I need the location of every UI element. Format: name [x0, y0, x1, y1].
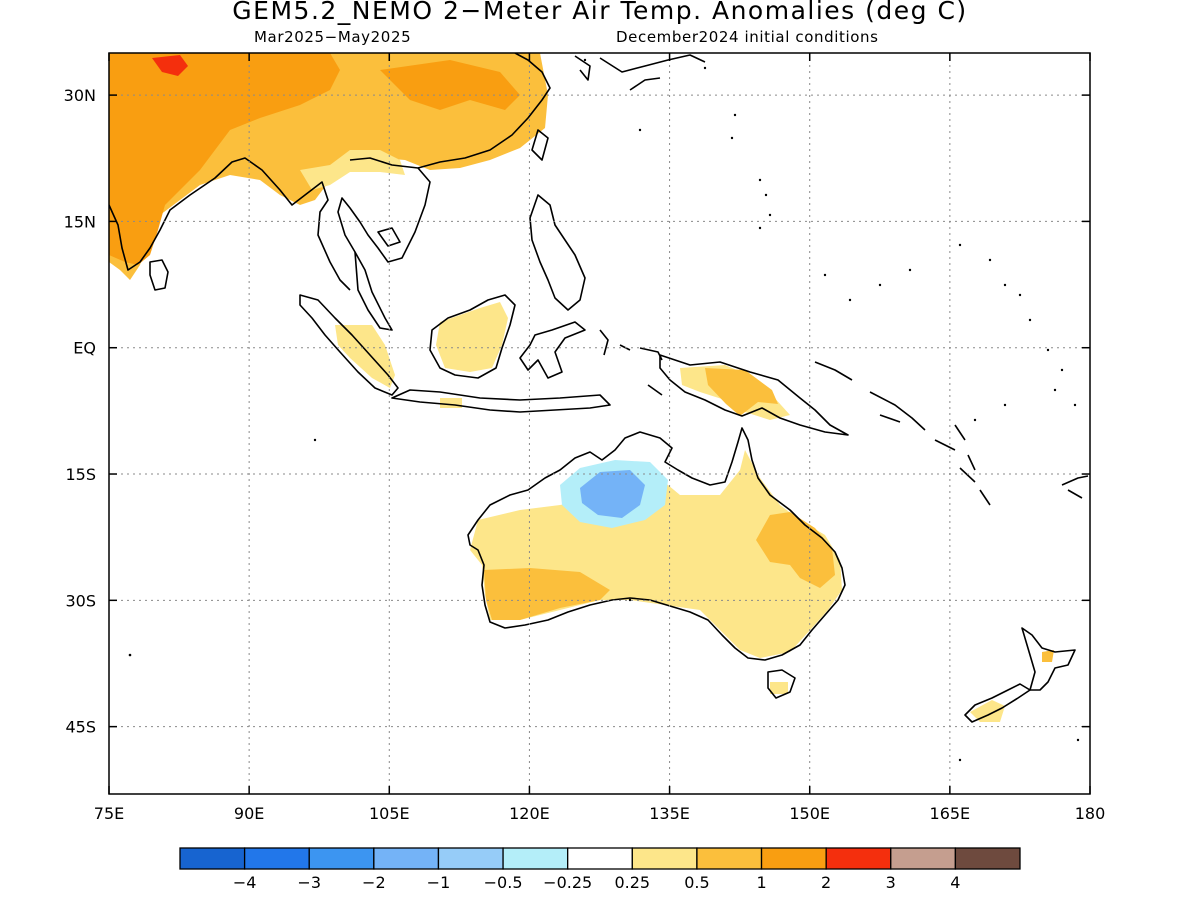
lon-tick-label: 90E: [234, 804, 264, 823]
colorbar-swatch: [437, 847, 504, 870]
coast-gulf-thailand: [377, 227, 401, 247]
colorbar-swatch: [243, 847, 310, 870]
lat-tick-label: 30S: [65, 591, 96, 610]
colorbar-label: 4: [950, 873, 960, 892]
coast-solomons: [879, 414, 976, 483]
coast-sulawesi: [519, 321, 586, 379]
anomaly-india-strong: [109, 53, 340, 265]
coastlines: [109, 53, 1089, 723]
coast-sumatra: [299, 294, 399, 396]
anomaly-borneo: [436, 302, 508, 372]
colorbar-swatch: [760, 847, 827, 870]
anomaly-nz-north: [1042, 650, 1054, 662]
colorbar-swatch: [954, 847, 1021, 870]
coast-taiwan: [531, 129, 549, 161]
colorbar-label: 3: [886, 873, 896, 892]
lon-tick-label: 75E: [94, 804, 124, 823]
lat-tick-label: 15N: [64, 212, 96, 231]
colorbar-swatch: [179, 847, 246, 870]
colorbar-label: −3: [297, 873, 321, 892]
map-frame: [108, 52, 1091, 795]
colorbar-swatch: [567, 847, 633, 870]
colorbar-swatch: [696, 847, 763, 870]
colorbar-label: −4: [233, 873, 257, 892]
coast-tasmania: [767, 669, 796, 699]
coast-vanuatu: [954, 424, 991, 506]
coast-korea: [574, 55, 591, 81]
colorbar-label: 2: [821, 873, 831, 892]
lat-tick-label: 45S: [65, 718, 96, 737]
colorbar-swatch: [308, 847, 375, 870]
coast-india: [109, 157, 351, 291]
coast-nz-north: [1021, 627, 1076, 691]
initial-conditions: December2024 initial conditions: [616, 28, 879, 46]
colorbar-swatch: [890, 847, 957, 870]
anomaly-australia-sw: [484, 568, 610, 620]
colorbar: −4 −3 −2 −1 −0.5 −0.25 0.25 0.5 1 2 3 4: [179, 847, 1021, 892]
anomaly-java: [440, 398, 462, 408]
coast-maluku: [599, 329, 663, 396]
lon-tick-label: 180: [1075, 804, 1106, 823]
anomaly-tibet-peak: [152, 55, 188, 76]
colorbar-label: −1: [427, 873, 451, 892]
coast-java: [391, 389, 611, 413]
colorbar-label: 0.5: [684, 873, 709, 892]
lon-tick-label: 150E: [789, 804, 830, 823]
axis-ticks: 75E 90E 105E 120E 135E 150E 165E 180 30N 15N EQ 15S…: [64, 53, 1106, 823]
anomaly-new-zealand: [970, 700, 1005, 722]
lon-tick-label: 120E: [509, 804, 550, 823]
colorbar-label: 0.25: [614, 873, 650, 892]
coast-china: [417, 53, 551, 169]
coast-philippines: [529, 194, 586, 311]
colorbar-swatch: [631, 847, 698, 870]
coast-sri-lanka: [149, 259, 169, 291]
island-dots: [128, 58, 1080, 762]
colorbar-swatch: [502, 847, 569, 870]
lon-tick-label: 165E: [930, 804, 971, 823]
anomaly-shading: [109, 53, 1054, 722]
coast-bismarck: [814, 361, 926, 431]
coast-new-guinea: [659, 354, 849, 436]
colorbar-label: −0.25: [543, 873, 592, 892]
lat-tick-label: 30N: [64, 86, 96, 105]
anomaly-tasmania: [770, 682, 788, 694]
anomaly-new-guinea-strong: [705, 368, 778, 416]
forecast-period: Mar2025−May2025: [254, 28, 412, 46]
colorbar-label: 1: [756, 873, 766, 892]
coast-borneo: [429, 294, 516, 379]
coast-japan: [599, 54, 706, 91]
map-title: GEM5.2_NEMO 2−Meter Air Temp. Anomalies …: [232, 0, 968, 25]
lon-tick-label: 135E: [649, 804, 690, 823]
coast-fiji: [1061, 475, 1089, 499]
gridlines: [109, 53, 1090, 794]
colorbar-label: −0.5: [484, 873, 523, 892]
lat-tick-label: EQ: [73, 339, 96, 358]
colorbar-swatch: [373, 847, 440, 870]
coast-indochina: [337, 157, 431, 263]
lat-tick-label: 15S: [65, 465, 96, 484]
lon-tick-label: 105E: [369, 804, 410, 823]
anomaly-australia-cool-strong: [580, 470, 645, 518]
colorbar-swatch: [825, 847, 892, 870]
coast-malay: [354, 251, 393, 331]
anomaly-china-strong: [380, 60, 520, 110]
anomaly-sumatra: [335, 325, 395, 388]
anomaly-australia-east: [756, 512, 835, 588]
colorbar-label: −2: [362, 873, 386, 892]
coast-australia: [467, 427, 846, 661]
coast-nz-south: [964, 683, 1031, 723]
